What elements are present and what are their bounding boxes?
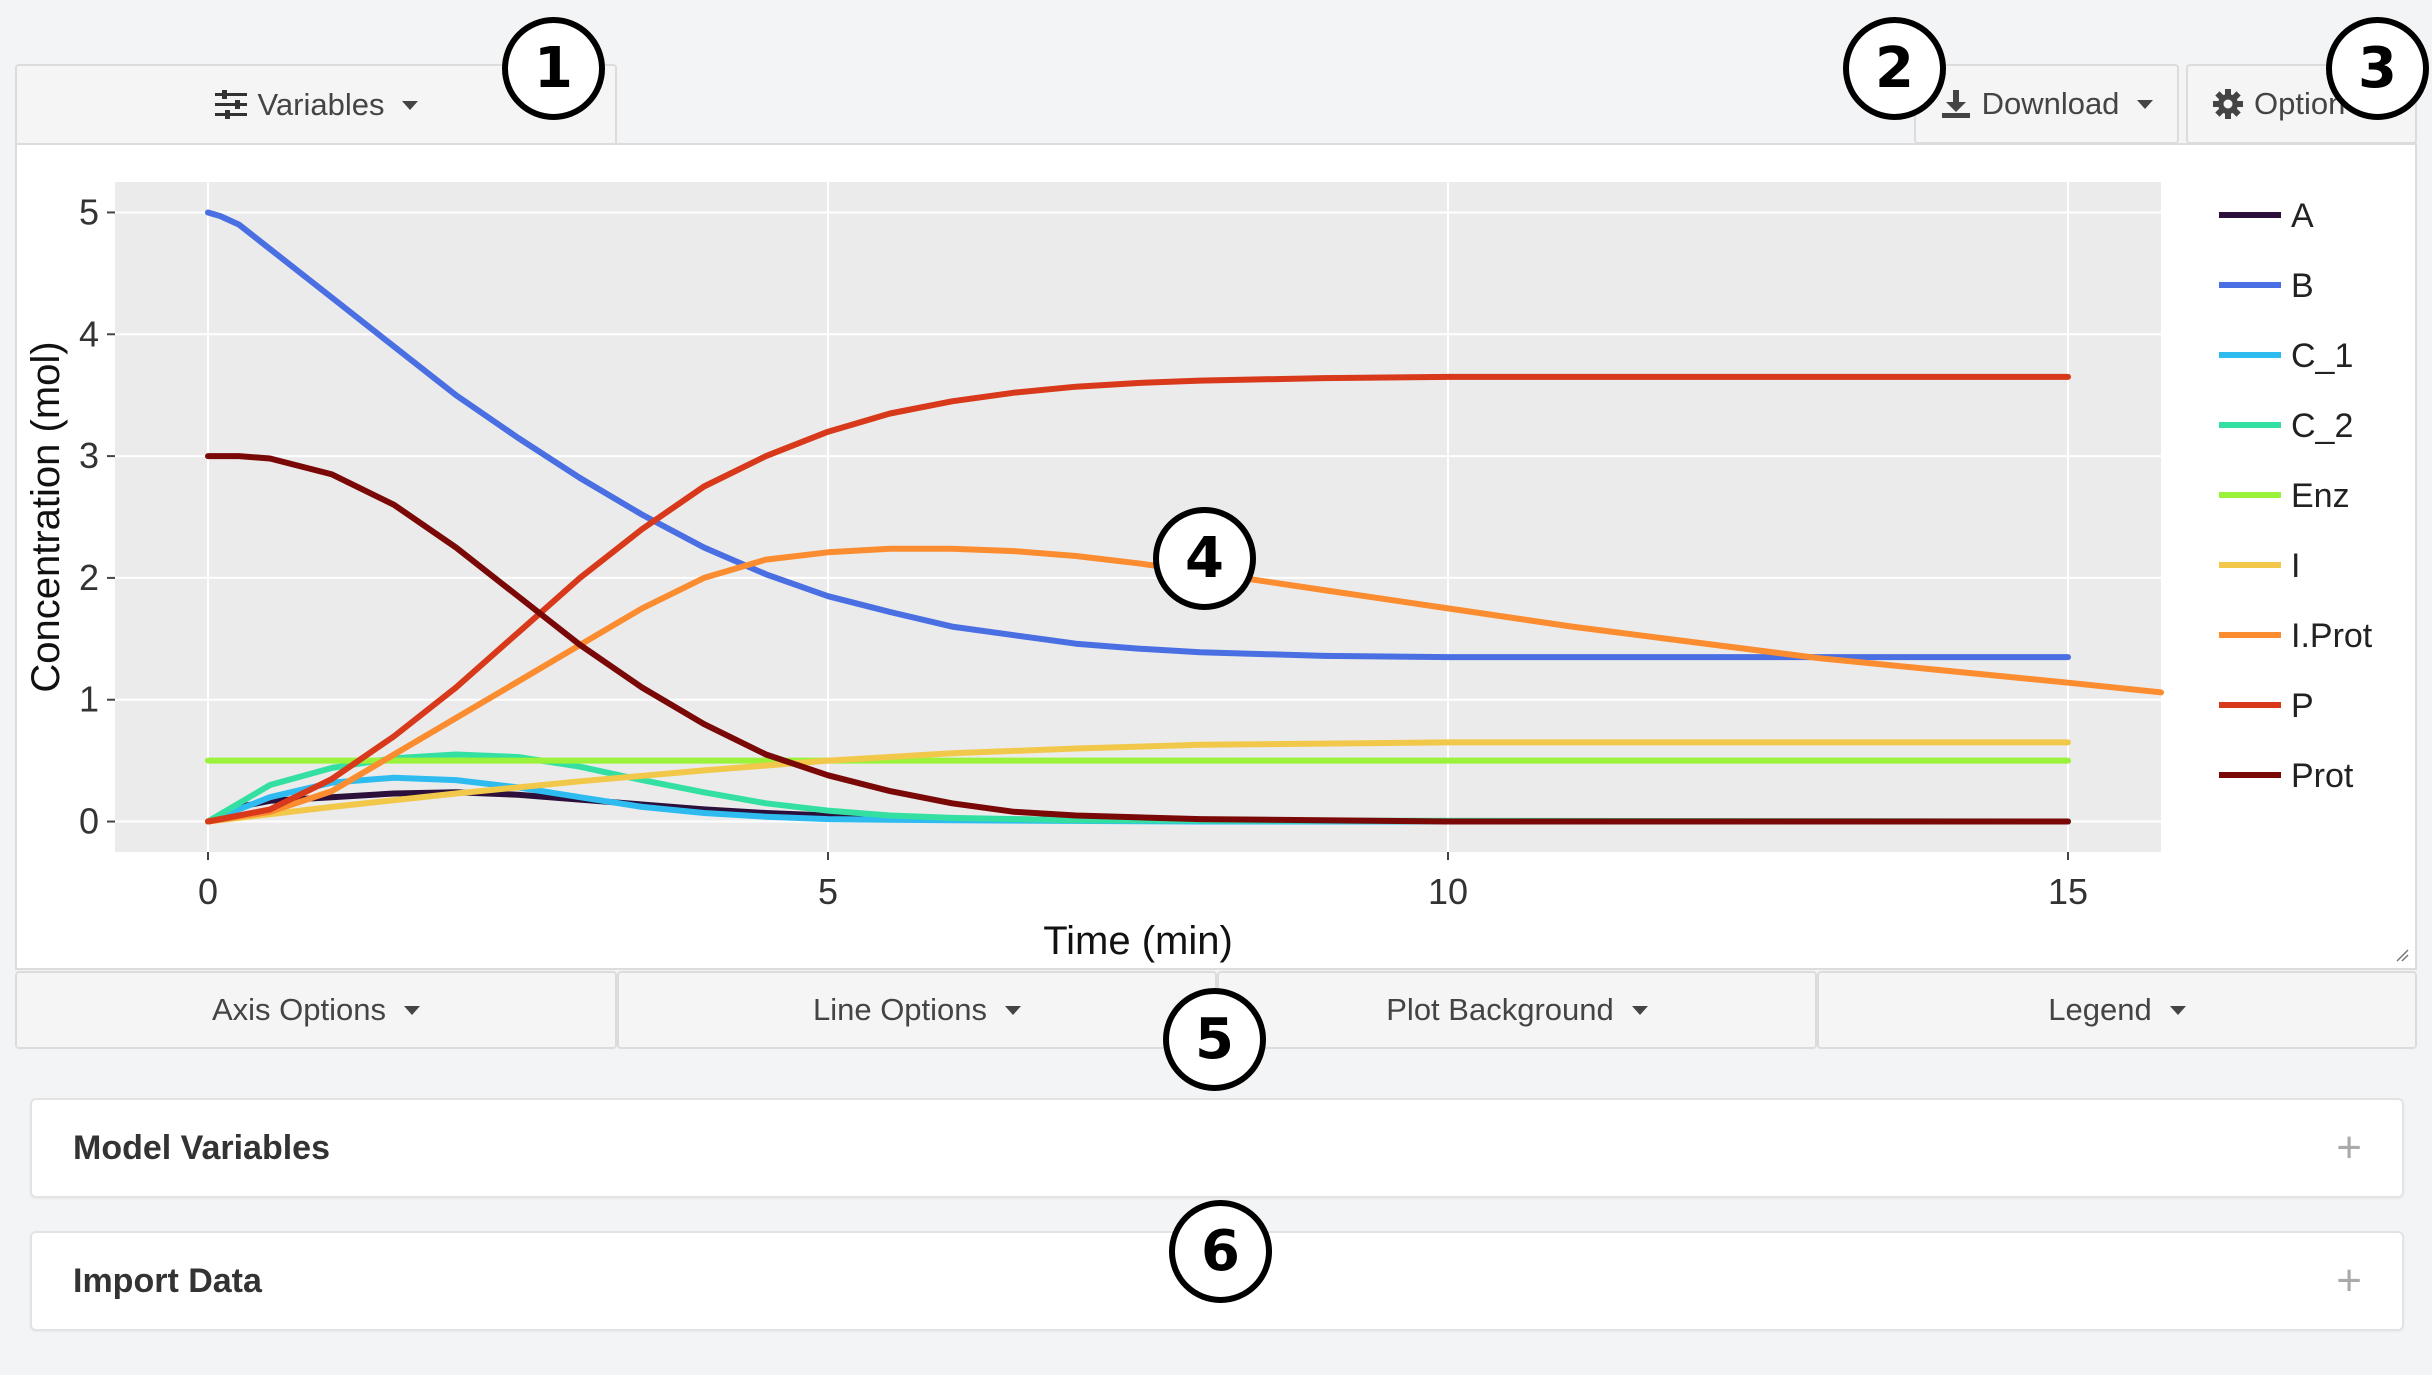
sliders-icon (214, 90, 248, 120)
legend-label: Legend (2048, 992, 2152, 1027)
chevron-down-icon (2169, 1005, 2186, 1015)
import-data-title: Import Data (73, 1261, 262, 1300)
series-line-prot (205, 453, 2071, 825)
expand-plus-icon[interactable]: + (2336, 1256, 2362, 1305)
chevron-down-icon (2137, 99, 2154, 109)
y-tick-label: 0 (79, 801, 99, 842)
legend-entry: I (2291, 547, 2300, 585)
callout-4: 4 (1153, 507, 1256, 610)
x-tick-label: 10 (1428, 871, 1468, 912)
legend-entry: C_1 (2291, 337, 2353, 375)
legend-entry: C_2 (2291, 407, 2353, 445)
plot-background-label: Plot Background (1386, 992, 1614, 1027)
series-line-p (205, 373, 2071, 825)
series-line-i (205, 739, 2071, 825)
line-options-label: Line Options (812, 992, 988, 1027)
model-variables-panel[interactable]: Model Variables + (30, 1098, 2404, 1198)
legend-entry: I.Prot (2291, 617, 2373, 655)
download-label: Download (1981, 86, 2120, 121)
legend-dropdown[interactable]: Legend (1817, 971, 2417, 1049)
legend-entry: Enz (2291, 477, 2350, 515)
plot-area (115, 182, 2161, 852)
series-line-i-prot (205, 545, 2164, 825)
gear-icon (2212, 88, 2244, 120)
line-chart[interactable]: 0 5 10 15 0 1 2 3 4 5 Time (min) Concentration (mol… (17, 145, 2415, 968)
callout-1: 1 (502, 17, 605, 120)
series-line-b (205, 209, 2071, 661)
chevron-down-icon (402, 100, 419, 110)
resize-handle-icon[interactable] (2395, 948, 2409, 962)
x-axis-label: Time (min) (1043, 919, 1233, 963)
y-tick-label: 2 (79, 557, 99, 598)
callout-6: 6 (1169, 1200, 1272, 1303)
callout-5: 5 (1163, 988, 1266, 1091)
axis-options-dropdown[interactable]: Axis Options (15, 971, 617, 1049)
x-tick-label: 15 (2048, 871, 2088, 912)
x-tick-label: 5 (818, 871, 838, 912)
legend-entry: B (2291, 267, 2314, 305)
legend-entry: A (2291, 197, 2314, 235)
y-tick-label: 4 (79, 313, 99, 354)
line-options-dropdown[interactable]: Line Options (617, 971, 1217, 1049)
callout-3: 3 (2326, 17, 2429, 120)
x-tick-label: 0 (198, 871, 218, 912)
plot-background-dropdown[interactable]: Plot Background (1217, 971, 1817, 1049)
variables-label: Variables (257, 87, 385, 122)
callout-2: 2 (1843, 17, 1946, 120)
options-label: Option (2254, 86, 2346, 121)
y-axis-label: Concentration (mol) (24, 341, 68, 692)
chevron-down-icon (1005, 1005, 1022, 1015)
chevron-down-icon (1631, 1005, 1648, 1015)
y-tick-label: 5 (79, 191, 99, 232)
model-variables-title: Model Variables (73, 1128, 330, 1167)
legend-entry: Prot (2291, 757, 2354, 795)
y-tick-label: 1 (79, 679, 99, 720)
chevron-down-icon (404, 1005, 420, 1015)
download-dropdown-button[interactable]: Download (1914, 64, 2179, 144)
legend-entry: P (2291, 687, 2314, 725)
download-icon (1940, 88, 1972, 120)
axis-options-label: Axis Options (211, 992, 386, 1027)
expand-plus-icon[interactable]: + (2336, 1123, 2362, 1172)
y-tick-label: 3 (79, 435, 99, 476)
